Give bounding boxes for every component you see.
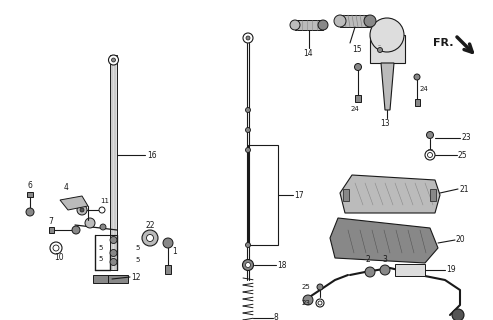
Text: 24: 24 [351,106,360,112]
Text: 5: 5 [135,257,140,263]
Bar [165,265,171,274]
Circle shape [425,150,435,160]
Circle shape [100,224,106,230]
Circle shape [317,284,323,290]
Circle shape [110,236,117,244]
Text: 19: 19 [446,266,456,275]
Circle shape [50,242,62,254]
Circle shape [77,205,87,215]
Bar [110,55,117,270]
Circle shape [243,260,253,270]
Text: 8: 8 [274,314,279,320]
Text: 1: 1 [172,247,177,257]
Polygon shape [60,196,88,210]
Text: 5: 5 [98,245,103,251]
Circle shape [378,47,383,52]
Polygon shape [330,218,438,263]
Text: 23: 23 [302,300,311,306]
Text: 20: 20 [456,236,465,244]
Text: 17: 17 [294,190,304,199]
Circle shape [316,299,324,307]
Text: 21: 21 [459,185,468,194]
Circle shape [246,148,250,153]
Text: 16: 16 [147,150,157,159]
Circle shape [364,15,376,27]
Circle shape [380,265,390,275]
Text: FR.: FR. [432,38,453,48]
Text: 6: 6 [27,181,32,190]
Circle shape [246,127,250,132]
Circle shape [452,309,464,320]
Text: 7: 7 [48,218,53,227]
Text: 2: 2 [366,255,370,265]
Circle shape [414,74,420,80]
Text: 10: 10 [54,253,64,262]
Bar [355,95,361,102]
Polygon shape [381,63,394,110]
Bar [108,275,128,283]
Circle shape [110,259,117,266]
Circle shape [370,18,404,52]
Circle shape [303,295,313,305]
Circle shape [110,250,117,257]
Text: 4: 4 [64,183,69,193]
Circle shape [290,20,300,30]
Bar [343,189,349,201]
Text: 3: 3 [383,255,387,265]
Bar [27,192,33,197]
Text: 18: 18 [277,260,286,269]
Text: 25: 25 [302,284,311,290]
Text: 15: 15 [352,44,362,53]
Text: 24: 24 [420,86,429,92]
Bar [248,145,278,245]
Polygon shape [340,175,440,213]
Bar [295,20,323,30]
Text: 14: 14 [303,50,313,59]
Text: 5: 5 [98,256,103,262]
Bar [415,99,420,106]
Text: 13: 13 [380,119,389,129]
Circle shape [426,132,433,139]
Circle shape [246,243,250,247]
Circle shape [80,208,84,212]
Text: 12: 12 [131,273,141,282]
Bar [49,227,54,233]
Circle shape [163,238,173,248]
Circle shape [99,207,105,213]
Circle shape [354,63,361,70]
Circle shape [334,15,346,27]
Circle shape [85,218,95,228]
Circle shape [365,267,375,277]
Circle shape [108,55,118,65]
Text: 23: 23 [461,133,471,142]
Circle shape [246,262,250,268]
Text: 22: 22 [146,221,155,230]
Circle shape [246,108,250,113]
Circle shape [243,33,253,43]
Text: 5: 5 [135,245,140,251]
Circle shape [26,208,34,216]
Bar [93,275,113,283]
Circle shape [72,226,80,234]
Bar [340,15,370,27]
Bar [395,264,425,276]
Circle shape [111,58,115,62]
Text: 25: 25 [458,150,468,159]
Bar [370,35,405,63]
Bar [430,189,436,201]
Circle shape [246,36,250,40]
Circle shape [142,230,158,246]
Text: 9: 9 [79,198,83,204]
Circle shape [318,20,328,30]
Text: 11: 11 [100,198,109,204]
Circle shape [146,235,153,242]
